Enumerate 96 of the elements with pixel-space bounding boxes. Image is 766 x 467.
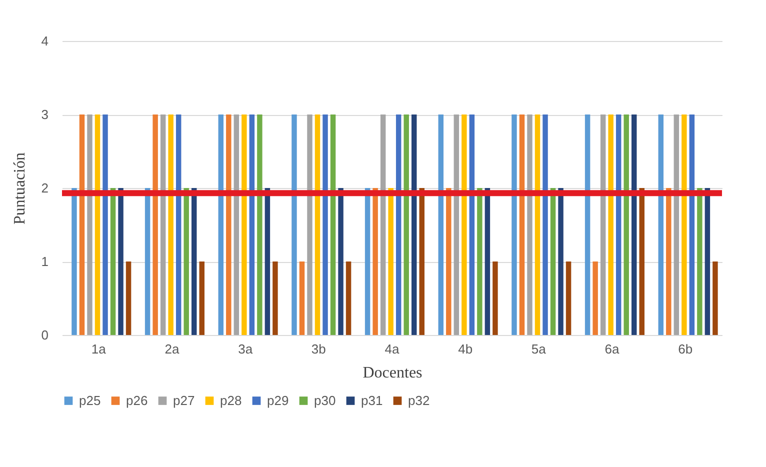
bar — [126, 262, 132, 335]
y-tick-label: 3 — [41, 107, 48, 122]
y-tick-label: 2 — [41, 180, 48, 196]
x-tick-label: 4a — [384, 342, 400, 356]
bar — [600, 114, 606, 335]
bar — [168, 114, 174, 335]
x-tick-label: 6b — [678, 342, 693, 356]
bar — [388, 188, 394, 335]
bar — [199, 262, 204, 335]
bar — [191, 188, 197, 335]
y-axis-title: Puntuación — [11, 152, 28, 224]
bar — [419, 188, 424, 335]
bar — [438, 114, 444, 335]
bar — [249, 114, 255, 335]
bar — [110, 188, 116, 335]
bar — [102, 114, 108, 335]
bar — [534, 114, 540, 335]
bar — [689, 114, 695, 335]
legend-label: p28 — [220, 392, 242, 408]
bar — [592, 262, 598, 335]
bar — [697, 188, 702, 335]
bar — [624, 114, 629, 335]
bar — [477, 188, 482, 335]
bar — [94, 114, 100, 335]
bar — [454, 114, 460, 335]
bar — [550, 188, 556, 335]
bar — [322, 114, 328, 335]
bar — [307, 114, 312, 335]
x-tick-label: 3b — [311, 342, 326, 356]
bar — [292, 114, 297, 335]
bar — [218, 114, 224, 335]
bar — [584, 114, 590, 335]
bar — [87, 114, 92, 335]
bar — [674, 114, 680, 335]
bar — [404, 114, 409, 335]
bar — [704, 188, 710, 335]
x-tick-label: 2a — [164, 342, 180, 356]
legend-label: p25 — [79, 392, 101, 408]
legend-label: p32 — [408, 392, 430, 408]
bar — [346, 262, 352, 335]
bar — [462, 114, 467, 335]
bar — [234, 114, 240, 335]
bar — [372, 188, 378, 335]
bar — [446, 188, 452, 335]
bar — [330, 114, 336, 335]
bar — [469, 114, 475, 335]
legend-label: p31 — [361, 392, 383, 408]
y-tick-label: 0 — [41, 328, 48, 342]
bar — [682, 114, 687, 335]
x-tick-label: 3a — [238, 342, 254, 356]
bar — [380, 114, 386, 335]
x-tick-label: 4b — [458, 342, 473, 356]
bar — [639, 188, 644, 335]
x-axis-title: Docentes — [362, 364, 422, 382]
bar — [616, 114, 622, 335]
bar — [666, 188, 672, 335]
bar — [176, 114, 182, 335]
bar — [160, 114, 166, 335]
y-tick-label: 1 — [41, 254, 48, 269]
bar — [712, 262, 718, 335]
bar — [527, 114, 532, 335]
bar — [242, 114, 247, 335]
bar — [364, 188, 370, 335]
bar — [542, 114, 548, 335]
legend-label: p27 — [173, 392, 195, 408]
bar — [558, 188, 564, 335]
bar — [492, 262, 498, 335]
bar — [512, 114, 517, 335]
bar — [144, 188, 150, 335]
legend-label: p29 — [267, 392, 289, 408]
bar — [118, 188, 124, 335]
x-tick-label: 6a — [604, 342, 620, 356]
bar — [264, 188, 270, 335]
bar — [658, 114, 664, 335]
bar — [484, 188, 490, 335]
bar — [566, 262, 572, 335]
x-tick-label: 5a — [531, 342, 547, 356]
bar — [152, 114, 158, 335]
bar — [226, 114, 232, 335]
bar — [314, 114, 320, 335]
bar — [272, 262, 278, 335]
legend-label: p30 — [314, 392, 336, 408]
legend-label: p26 — [126, 392, 148, 408]
bar — [608, 114, 614, 335]
bar — [631, 114, 637, 335]
x-tick-label: 1a — [91, 342, 107, 356]
bar — [519, 114, 525, 335]
y-tick-label: 4 — [41, 34, 48, 48]
bar — [411, 114, 417, 335]
bar — [299, 262, 305, 335]
bar — [396, 114, 402, 335]
bar — [72, 188, 77, 335]
bar — [184, 188, 189, 335]
bar — [257, 114, 262, 335]
bar — [79, 114, 85, 335]
bar — [338, 188, 344, 335]
